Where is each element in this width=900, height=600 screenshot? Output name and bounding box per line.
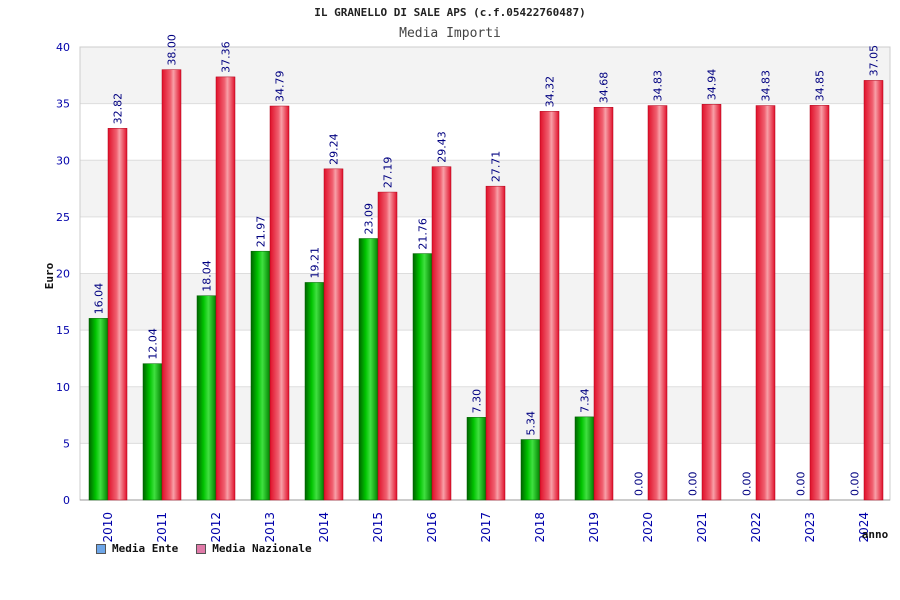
y-axis-label: Euro: [43, 262, 56, 289]
x-tick-label: 2023: [803, 512, 817, 543]
data-label: 16.04: [93, 283, 106, 315]
bar-media-nazionale: [215, 76, 236, 501]
bar-media-nazionale: [701, 104, 722, 501]
x-tick-label: 2018: [533, 512, 547, 543]
bar-media-nazionale: [107, 128, 128, 501]
bar-media-ente: [304, 282, 325, 501]
bar-media-ente: [358, 238, 379, 501]
y-tick-label: 30: [56, 154, 70, 167]
plot-area: 0 5 10 15 20 25 30 35 40 16.04 32.82 2010 12.04 38.00…: [56, 34, 891, 543]
data-label: 12.04: [147, 328, 160, 360]
bar-media-ente: [88, 318, 109, 501]
bar-media-ente: [520, 439, 541, 501]
bar-media-ente: [142, 363, 163, 501]
grid-band: [80, 216, 890, 274]
data-label: 34.94: [706, 69, 719, 101]
bar-media-nazionale: [755, 105, 776, 501]
bar-media-nazionale: [485, 185, 506, 501]
x-tick-label: 2020: [641, 512, 655, 543]
legend-item-media-nazionale[interactable]: Media Nazionale: [196, 542, 312, 555]
bar-media-nazionale: [647, 105, 668, 501]
data-label: 29.43: [436, 131, 449, 163]
y-tick-label: 0: [63, 494, 70, 507]
x-tick-label: 2014: [317, 512, 331, 543]
data-label: 34.83: [760, 70, 773, 102]
data-label: 5.34: [525, 411, 538, 436]
bar-media-nazionale: [593, 106, 614, 501]
data-label: 37.36: [220, 41, 233, 73]
x-tick-label: 2012: [209, 512, 223, 543]
data-label: 29.24: [328, 133, 341, 165]
bar-media-nazionale: [161, 69, 182, 501]
bar-media-ente: [574, 416, 595, 501]
x-axis-label: anno: [862, 528, 889, 541]
chart-title: IL GRANELLO DI SALE APS (c.f.05422760487…: [314, 6, 586, 19]
data-label: 34.32: [544, 76, 557, 108]
y-tick-label: 15: [56, 324, 70, 337]
bar-media-nazionale: [809, 105, 830, 501]
data-label: 21.97: [255, 216, 268, 248]
data-label: 7.30: [471, 389, 484, 414]
data-label: 0.00: [849, 472, 862, 497]
legend-item-media-ente[interactable]: Media Ente: [96, 542, 178, 555]
bar-media-nazionale: [323, 168, 344, 501]
bar-media-nazionale: [431, 166, 452, 501]
data-label: 0.00: [795, 472, 808, 497]
x-tick-label: 2019: [587, 512, 601, 543]
bar-media-nazionale: [863, 80, 884, 501]
data-label: 0.00: [741, 472, 754, 497]
y-tick-label: 10: [56, 381, 70, 394]
data-label: 0.00: [687, 472, 700, 497]
bar-media-nazionale: [377, 191, 398, 501]
bar-media-ente: [466, 417, 487, 501]
x-tick-label: 2011: [155, 512, 169, 543]
y-tick-label: 35: [56, 98, 70, 111]
y-tick-label: 5: [63, 437, 70, 450]
x-tick-label: 2016: [425, 512, 439, 543]
grid-band: [80, 160, 890, 217]
data-label: 21.76: [417, 218, 430, 250]
data-label: 34.83: [652, 70, 665, 102]
y-tick-label: 40: [56, 41, 70, 54]
x-tick-label: 2015: [371, 512, 385, 543]
data-label: 34.68: [598, 72, 611, 104]
data-label: 34.79: [274, 71, 287, 103]
legend-label: Media Ente: [112, 542, 179, 555]
legend-swatch: [196, 543, 207, 554]
grid-band: [80, 103, 890, 161]
data-label: 27.19: [382, 157, 395, 189]
x-tick-label: 2024: [857, 512, 871, 543]
data-label: 0.00: [633, 472, 646, 497]
x-tick-label: 2010: [101, 512, 115, 543]
data-label: 18.04: [201, 260, 214, 292]
data-label: 38.00: [166, 34, 179, 66]
x-tick-label: 2022: [749, 512, 763, 543]
bar-media-ente: [412, 253, 433, 501]
data-label: 37.05: [868, 45, 881, 77]
data-label: 27.71: [490, 151, 503, 183]
bar-media-nazionale: [539, 111, 560, 501]
legend-swatch: [96, 543, 106, 554]
y-tick-label: 25: [56, 211, 70, 224]
legend: Media Ente Media Nazionale: [96, 542, 312, 555]
grid-band: [80, 47, 890, 104]
bar-media-ente: [250, 250, 271, 501]
x-tick-label: 2017: [479, 512, 493, 543]
data-label: 23.09: [363, 203, 376, 235]
data-label: 34.85: [814, 70, 827, 102]
bar-media-ente: [196, 295, 217, 501]
data-label: 32.82: [112, 93, 125, 125]
x-tick-label: 2013: [263, 512, 277, 543]
chart-subtitle: Media Importi: [399, 26, 501, 41]
data-label: 7.34: [579, 388, 592, 413]
x-tick-label: 2021: [695, 512, 709, 543]
data-label: 19.21: [309, 247, 322, 279]
bar-media-nazionale: [269, 105, 290, 501]
legend-label: Media Nazionale: [212, 542, 312, 555]
y-tick-label: 20: [56, 268, 70, 281]
